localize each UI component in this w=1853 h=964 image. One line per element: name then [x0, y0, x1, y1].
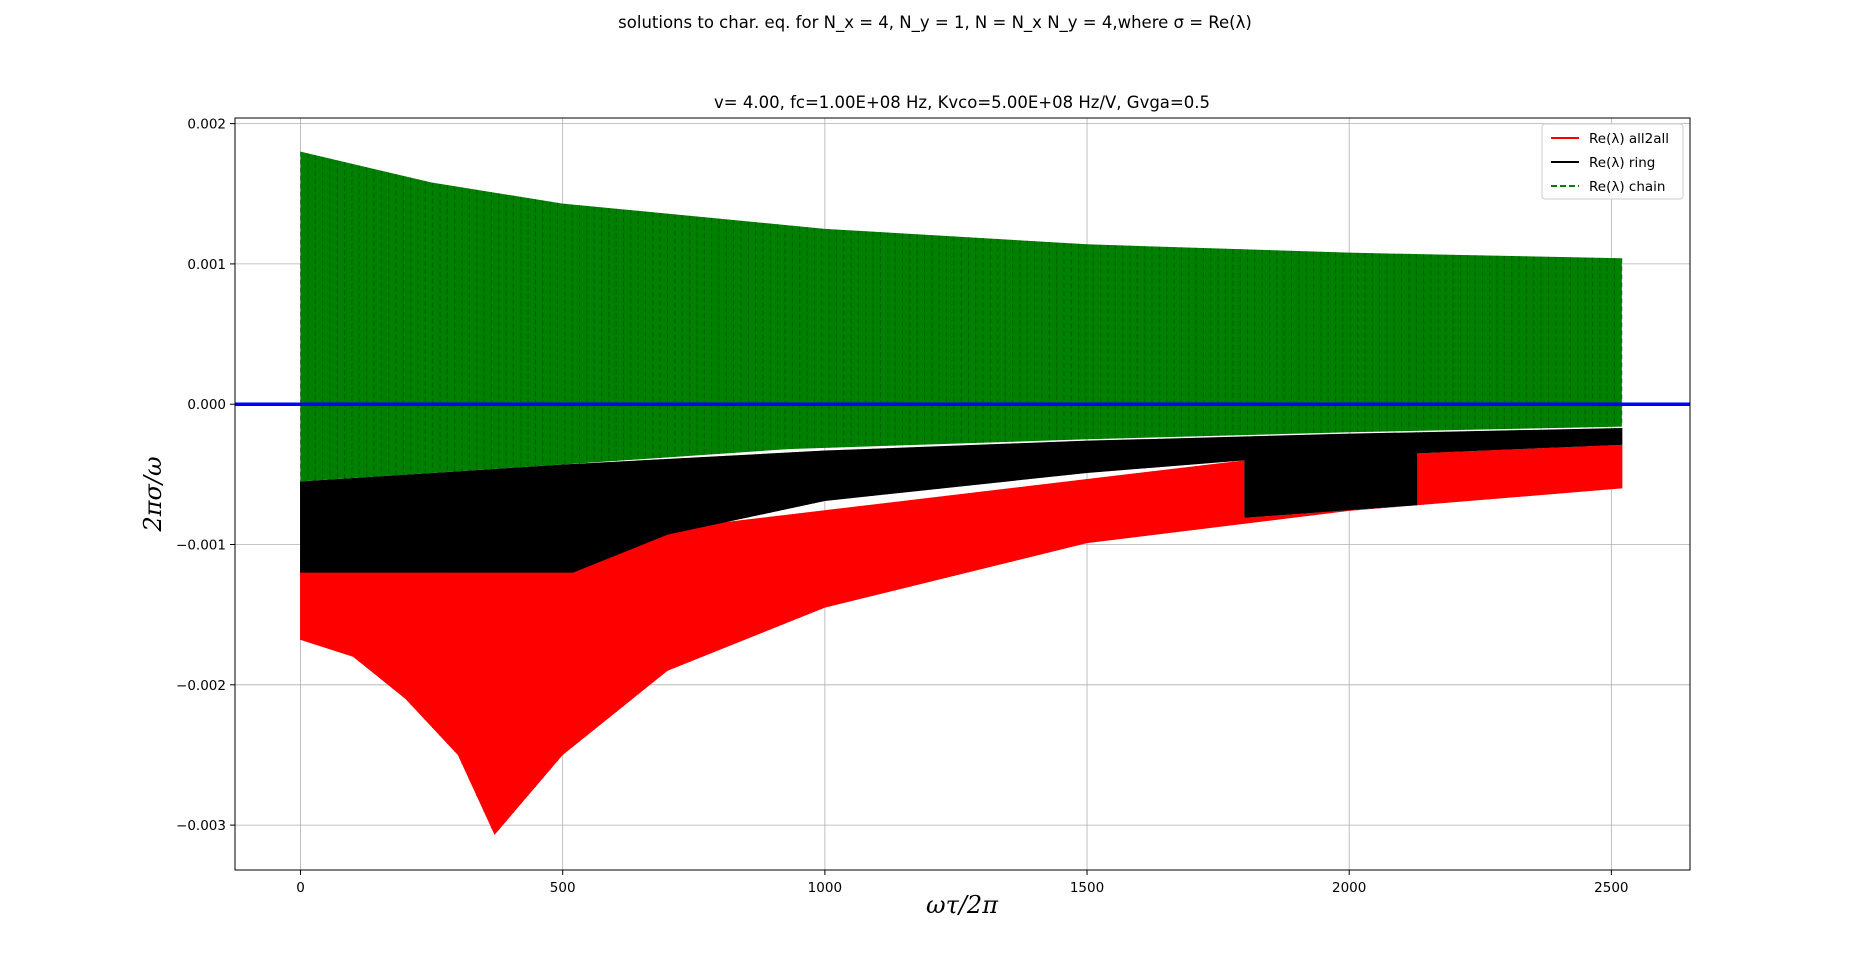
x-tick-label: 0 [296, 880, 305, 896]
legend-label: Re(λ) chain [1589, 179, 1665, 195]
x-tick-label: 1500 [1070, 880, 1104, 896]
chart-title: v= 4.00, fc=1.00E+08 Hz, Kvco=5.00E+08 H… [714, 93, 1210, 112]
y-tick-label: −0.003 [176, 818, 226, 834]
y-tick-label: −0.001 [176, 538, 226, 554]
legend-item: Re(λ) all2all [1551, 131, 1669, 147]
plot-area [300, 151, 1623, 835]
y-axis-label: 2πσ/ω [139, 456, 167, 532]
axes-ticks: 0 500 1000 1500 2000 2500 −0.003 −0.002 −0.001 0.… [176, 117, 1628, 896]
legend-item: Re(λ) chain [1551, 179, 1665, 195]
x-tick-label: 2000 [1332, 880, 1366, 896]
y-tick-label: 0.002 [187, 117, 226, 133]
x-tick-label: 500 [550, 880, 576, 896]
x-tick-label: 2500 [1594, 880, 1628, 896]
legend: Re(λ) all2all Re(λ) ring Re(λ) chain [1541, 123, 1684, 200]
plot-frame [234, 117, 1691, 871]
chart-suptitle: solutions to char. eq. for N_x = 4, N_y … [618, 13, 1252, 33]
y-tick-label: 0.000 [187, 397, 226, 413]
legend-label: Re(λ) ring [1589, 155, 1655, 171]
x-tick-label: 1000 [808, 880, 842, 896]
y-tick-label: −0.002 [176, 678, 226, 694]
x-axis-label: ωτ/2π [926, 891, 999, 919]
legend-item: Re(λ) ring [1551, 155, 1655, 171]
series-chain [300, 151, 1623, 482]
series-ring [300, 428, 1623, 573]
legend-box [1541, 123, 1684, 200]
legend-label: Re(λ) all2all [1589, 131, 1669, 147]
y-tick-label: 0.001 [187, 257, 226, 273]
